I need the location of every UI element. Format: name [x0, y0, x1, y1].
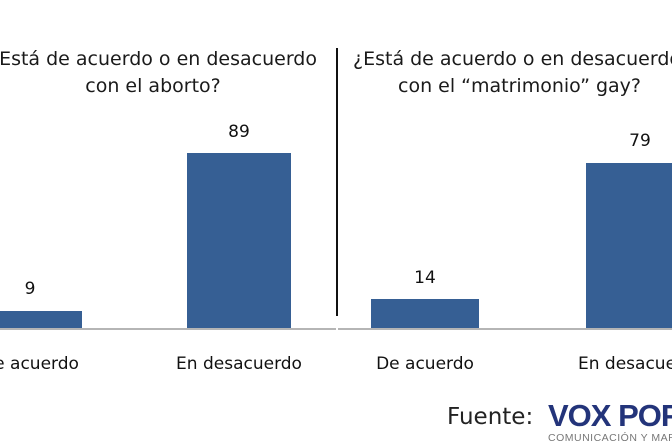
chart-title: ¿Está de acuerdo o en desacuerdo con el … — [353, 46, 672, 100]
bar-value: 79 — [629, 131, 651, 151]
bar-value: 14 — [414, 268, 436, 288]
chart-title: ¿Está de acuerdo o en desacuerdo con el … — [0, 46, 378, 100]
chart-title-line2: con el aborto? — [85, 75, 221, 97]
vox-populi-logo: VOX POPULI — [548, 398, 672, 433]
bar-de-acuerdo — [371, 299, 479, 328]
bar-en-desacuerdo — [187, 153, 291, 328]
bar-value: 89 — [228, 122, 250, 142]
category-label: En desacuerdo — [176, 354, 302, 374]
chart-title-line1: ¿Está de acuerdo o en desacuerdo — [0, 48, 317, 70]
category-label: De acuerdo — [0, 354, 79, 374]
source-label: Fuente: — [447, 404, 534, 430]
chart-title-line2: con el “matrimonio” gay? — [398, 75, 642, 97]
bar-en-desacuerdo — [586, 163, 672, 328]
category-label: En desacuerdo — [578, 354, 672, 374]
chart-title-line1: ¿Está de acuerdo o en desacuerdo — [353, 48, 672, 70]
logo-subtitle: COMUNICACIÓN Y MARKETING — [548, 432, 672, 444]
x-axis — [338, 328, 672, 330]
bar-value: 9 — [24, 279, 36, 299]
category-label: De acuerdo — [376, 354, 474, 374]
x-axis — [0, 328, 336, 330]
bar-de-acuerdo — [0, 311, 82, 328]
chart-divider — [336, 48, 338, 316]
